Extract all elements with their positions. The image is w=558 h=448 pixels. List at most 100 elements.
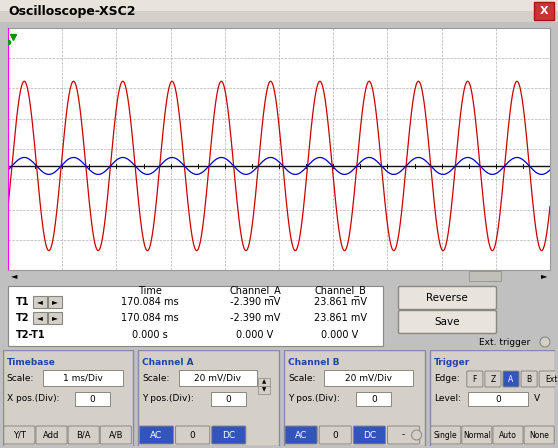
Text: 23.861 mV: 23.861 mV: [314, 313, 367, 323]
Text: Normal: Normal: [463, 431, 491, 439]
FancyBboxPatch shape: [285, 426, 317, 444]
FancyBboxPatch shape: [176, 426, 210, 444]
Text: 23.861 mV: 23.861 mV: [314, 297, 367, 307]
Text: Channel A: Channel A: [142, 358, 194, 367]
Text: Channel_A: Channel_A: [229, 285, 281, 297]
Text: Add: Add: [44, 431, 60, 439]
Bar: [33, 296, 47, 308]
FancyBboxPatch shape: [4, 426, 35, 444]
Text: T2-T1: T2-T1: [16, 330, 46, 340]
Text: V: V: [534, 393, 540, 402]
Bar: [534, 2, 554, 20]
Text: Trigger: Trigger: [434, 358, 470, 367]
Text: F: F: [473, 375, 477, 383]
Circle shape: [412, 430, 422, 440]
Text: AC: AC: [295, 431, 307, 439]
Text: 0: 0: [90, 395, 95, 404]
Text: Y/T: Y/T: [13, 431, 26, 439]
FancyBboxPatch shape: [503, 371, 519, 387]
Text: DC: DC: [222, 431, 235, 439]
FancyBboxPatch shape: [36, 426, 67, 444]
Bar: [75, 392, 110, 406]
FancyBboxPatch shape: [398, 287, 497, 310]
Bar: [179, 370, 257, 386]
FancyBboxPatch shape: [211, 426, 246, 444]
Text: Ext: Ext: [545, 375, 557, 383]
Text: B/A: B/A: [76, 431, 91, 439]
Text: X pos.(Div):: X pos.(Div):: [7, 393, 59, 402]
Text: Scale:: Scale:: [288, 374, 315, 383]
Text: Y pos.(Div):: Y pos.(Div):: [142, 393, 194, 402]
Text: 0.000 s: 0.000 s: [132, 330, 168, 340]
Text: A: A: [508, 375, 514, 383]
Text: DC: DC: [363, 431, 376, 439]
Text: Level:: Level:: [434, 393, 461, 402]
Text: Y pos.(Div):: Y pos.(Div):: [288, 393, 340, 402]
Text: Channel B: Channel B: [288, 358, 339, 367]
Text: None: None: [529, 431, 549, 439]
Text: 0.000 V: 0.000 V: [237, 330, 273, 340]
Bar: [8, 286, 383, 346]
Text: 0: 0: [495, 395, 501, 404]
Bar: [258, 378, 270, 386]
Text: 0: 0: [371, 395, 377, 404]
FancyBboxPatch shape: [539, 371, 558, 387]
FancyBboxPatch shape: [493, 426, 523, 444]
Text: A/B: A/B: [109, 431, 123, 439]
Text: T1: T1: [16, 297, 30, 307]
Text: 1 ms/Div: 1 ms/Div: [63, 374, 103, 383]
Circle shape: [540, 337, 550, 347]
Text: Time: Time: [138, 286, 162, 296]
Text: Single: Single: [434, 431, 458, 439]
Text: -: -: [402, 431, 405, 439]
Text: B: B: [527, 375, 532, 383]
Text: ▲: ▲: [262, 379, 266, 384]
Text: ▼: ▼: [262, 388, 266, 392]
Text: 0.000 V: 0.000 V: [321, 330, 359, 340]
FancyBboxPatch shape: [319, 426, 352, 444]
Bar: [468, 392, 528, 406]
Text: Auto: Auto: [499, 431, 517, 439]
Text: Timebase: Timebase: [7, 358, 56, 367]
FancyBboxPatch shape: [387, 426, 420, 444]
Text: 170.084 ms: 170.084 ms: [121, 297, 179, 307]
Text: T2: T2: [16, 313, 30, 323]
Bar: [357, 392, 392, 406]
Bar: [43, 370, 123, 386]
Text: 0: 0: [333, 431, 338, 439]
Bar: [48, 296, 62, 308]
Bar: [469, 271, 501, 281]
Text: AC: AC: [150, 431, 162, 439]
FancyBboxPatch shape: [68, 426, 99, 444]
FancyBboxPatch shape: [524, 426, 554, 444]
Text: ◄: ◄: [37, 297, 43, 306]
Text: ◄: ◄: [11, 271, 17, 280]
Bar: [48, 312, 62, 324]
Bar: [324, 370, 412, 386]
FancyBboxPatch shape: [140, 426, 174, 444]
Text: ◄: ◄: [37, 314, 43, 323]
Text: -2.390 mV: -2.390 mV: [230, 297, 280, 307]
Text: ►: ►: [541, 271, 547, 280]
Text: 170.084 ms: 170.084 ms: [121, 313, 179, 323]
Bar: [33, 312, 47, 324]
FancyBboxPatch shape: [462, 426, 492, 444]
Bar: [258, 386, 270, 394]
Bar: [284, 350, 425, 446]
Text: ►: ►: [52, 297, 58, 306]
Text: 0: 0: [190, 431, 195, 439]
FancyBboxPatch shape: [485, 371, 501, 387]
Bar: [0, 11, 558, 22]
Text: Reverse: Reverse: [426, 293, 468, 303]
FancyBboxPatch shape: [100, 426, 131, 444]
Text: -2.390 mV: -2.390 mV: [230, 313, 280, 323]
FancyBboxPatch shape: [467, 371, 483, 387]
Text: 0: 0: [225, 395, 231, 404]
Bar: [211, 392, 246, 406]
Text: ►: ►: [52, 314, 58, 323]
Text: 20 mV/Div: 20 mV/Div: [194, 374, 241, 383]
Text: X: X: [540, 6, 549, 16]
FancyBboxPatch shape: [431, 426, 461, 444]
Text: Save: Save: [434, 317, 460, 327]
Text: Ext. trigger: Ext. trigger: [479, 337, 531, 346]
